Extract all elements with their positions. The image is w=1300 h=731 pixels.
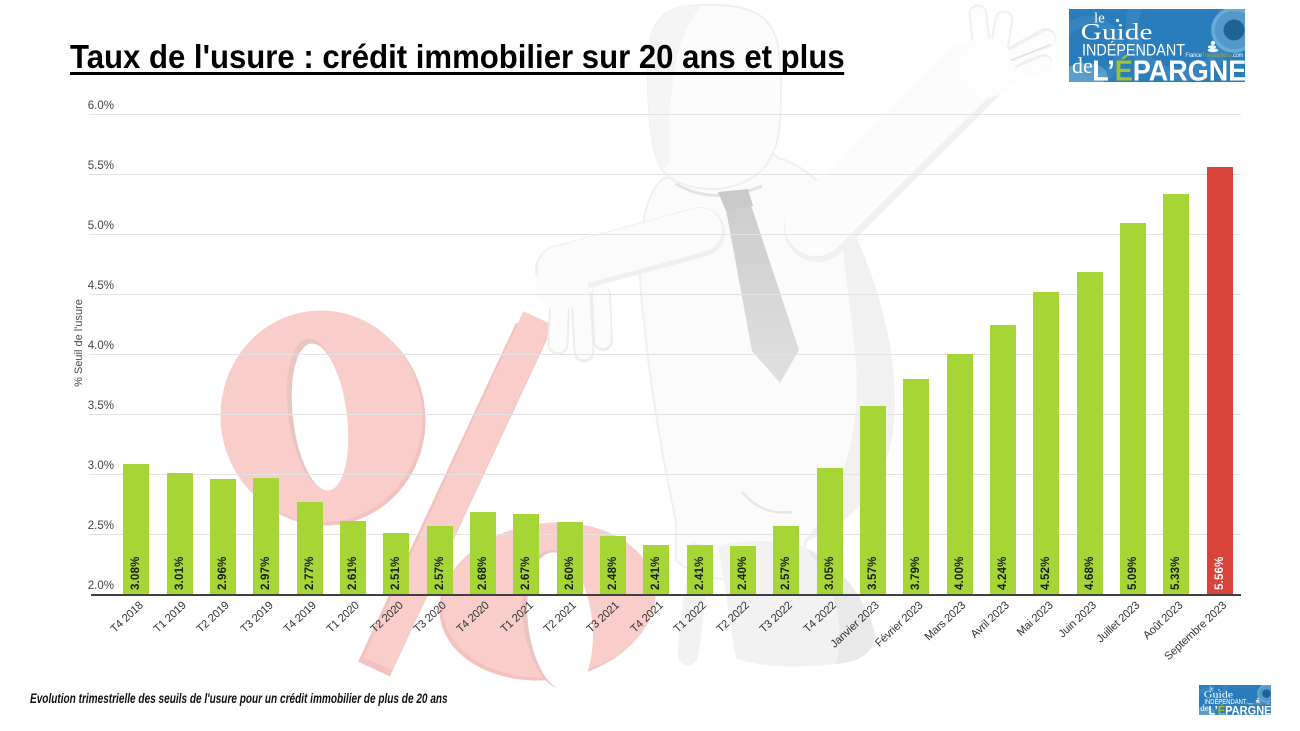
svg-text:le: le [1209, 687, 1214, 693]
svg-text:L’ÉPARGNE: L’ÉPARGNE [1209, 702, 1271, 715]
svg-text:L’ÉPARGNE: L’ÉPARGNE [1092, 54, 1245, 83]
svg-text:de: de [1072, 53, 1093, 78]
svg-text:INDÉPENDANT: INDÉPENDANT [1082, 39, 1185, 60]
svg-text:Guide: Guide [1204, 690, 1233, 700]
svg-text:FranceTransactions.com: FranceTransactions.com [1247, 703, 1271, 706]
svg-text:FranceTransactions.com: FranceTransactions.com [1185, 52, 1243, 59]
svg-text:Guide: Guide [1081, 20, 1153, 45]
svg-text:le: le [1094, 11, 1105, 27]
svg-text:de: de [1200, 703, 1209, 713]
svg-text:INDÉPENDANT: INDÉPENDANT [1204, 697, 1246, 707]
